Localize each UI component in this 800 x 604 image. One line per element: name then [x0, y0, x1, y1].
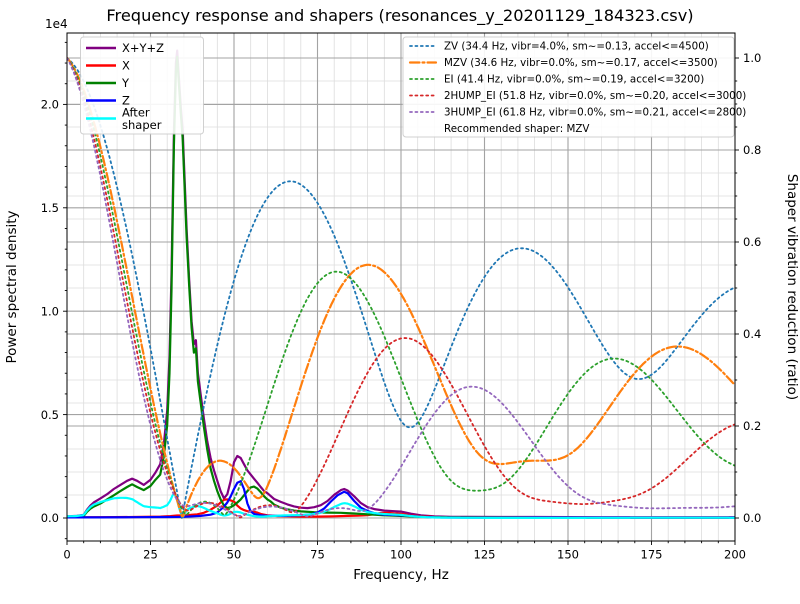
shaper-curve-2HUMP_EI: [67, 57, 735, 519]
right-y-axis-label: Shaper vibration reduction (ratio): [784, 174, 800, 400]
legend-entry-x: X: [86, 59, 130, 73]
recommended-shaper-label: Recommended shaper: MZV: [444, 123, 589, 135]
left-y-tick-label: 0.0: [41, 511, 59, 525]
x-tick-label: 150: [557, 548, 579, 562]
right-y-tick-label: 1.0: [743, 51, 761, 65]
legend-entry-3hump_ei: 3HUMP_EI (61.8 Hz, vibr=0.0%, sm~=0.21, …: [409, 107, 746, 119]
legend-label: After: [122, 105, 150, 119]
legend-label: X+Y+Z: [122, 41, 164, 55]
x-tick-label: 25: [143, 548, 158, 562]
chart-title: Frequency response and shapers (resonanc…: [106, 6, 693, 26]
left-y-tick-label: 1.5: [41, 201, 59, 215]
shaper-curve-3HUMP_EI: [67, 57, 735, 518]
left-y-tick-label: 1.0: [41, 304, 59, 318]
x-tick-label: 175: [641, 548, 663, 562]
shaper-curve-ZV: [67, 57, 735, 519]
legend-label: Y: [121, 76, 130, 90]
data-series: [67, 49, 735, 519]
x-tick-label: 100: [390, 548, 412, 562]
right-y-tick-label: 0.2: [743, 419, 761, 433]
x-axis-label: Frequency, Hz: [353, 567, 449, 583]
left-y-tick-label: 2.0: [41, 98, 59, 112]
right-y-tick-label: 0.0: [743, 511, 761, 525]
legend-entry-z: Z: [86, 94, 130, 108]
x-tick-label: 50: [227, 548, 242, 562]
axes: 0 25 50 75 100 125 150 175 200 0.0 0.5 1.0 1.5 2.0 0.0…: [41, 32, 761, 562]
legend-entry-mzv: MZV (34.6 Hz, vibr=0.0%, sm~=0.17, accel…: [408, 57, 718, 69]
right-y-tick-label: 0.8: [743, 143, 761, 157]
psd-curve-X+Y+Z: [67, 49, 735, 519]
shaper-curve-MZV: [67, 56, 735, 518]
legend-entry-2hump_ei: 2HUMP_EI (51.8 Hz, vibr=0.0%, sm~=0.20, …: [409, 90, 746, 102]
legend-entry-y: Y: [86, 76, 130, 90]
legend-label: Z: [122, 94, 130, 108]
right-y-tick-label: 0.4: [743, 327, 761, 341]
legend-label: ZV (34.4 Hz, vibr=4.0%, sm~=0.13, accel<…: [444, 41, 709, 53]
x-tick-label: 0: [63, 548, 70, 562]
y-axis-offset-text: 1e4: [45, 17, 68, 31]
legend-label: EI (41.4 Hz, vibr=0.0%, sm~=0.19, accel<…: [444, 74, 704, 86]
left-y-axis-label: Power spectral density: [4, 210, 20, 363]
right-y-tick-label: 0.6: [743, 235, 761, 249]
legend-entry-zv: ZV (34.4 Hz, vibr=4.0%, sm~=0.13, accel<…: [409, 41, 709, 53]
legend-shapers: ZV (34.4 Hz, vibr=4.0%, sm~=0.13, accel<…: [402, 36, 746, 138]
legend-entry-ei: EI (41.4 Hz, vibr=0.0%, sm~=0.19, accel<…: [409, 74, 704, 86]
x-tick-label: 200: [724, 548, 746, 562]
x-tick-label: 125: [474, 548, 496, 562]
legend-label: 3HUMP_EI (61.8 Hz, vibr=0.0%, sm~=0.21, …: [444, 107, 746, 119]
legend-label: 2HUMP_EI (51.8 Hz, vibr=0.0%, sm~=0.20, …: [444, 90, 746, 102]
legend-label: MZV (34.6 Hz, vibr=0.0%, sm~=0.17, accel…: [444, 57, 718, 69]
left-y-tick-label: 0.5: [41, 408, 59, 422]
legend-label: shaper: [122, 118, 162, 132]
x-tick-label: 75: [310, 548, 325, 562]
legend-entry-x-y-z: X+Y+Z: [86, 41, 164, 55]
legend-label: X: [122, 59, 130, 73]
